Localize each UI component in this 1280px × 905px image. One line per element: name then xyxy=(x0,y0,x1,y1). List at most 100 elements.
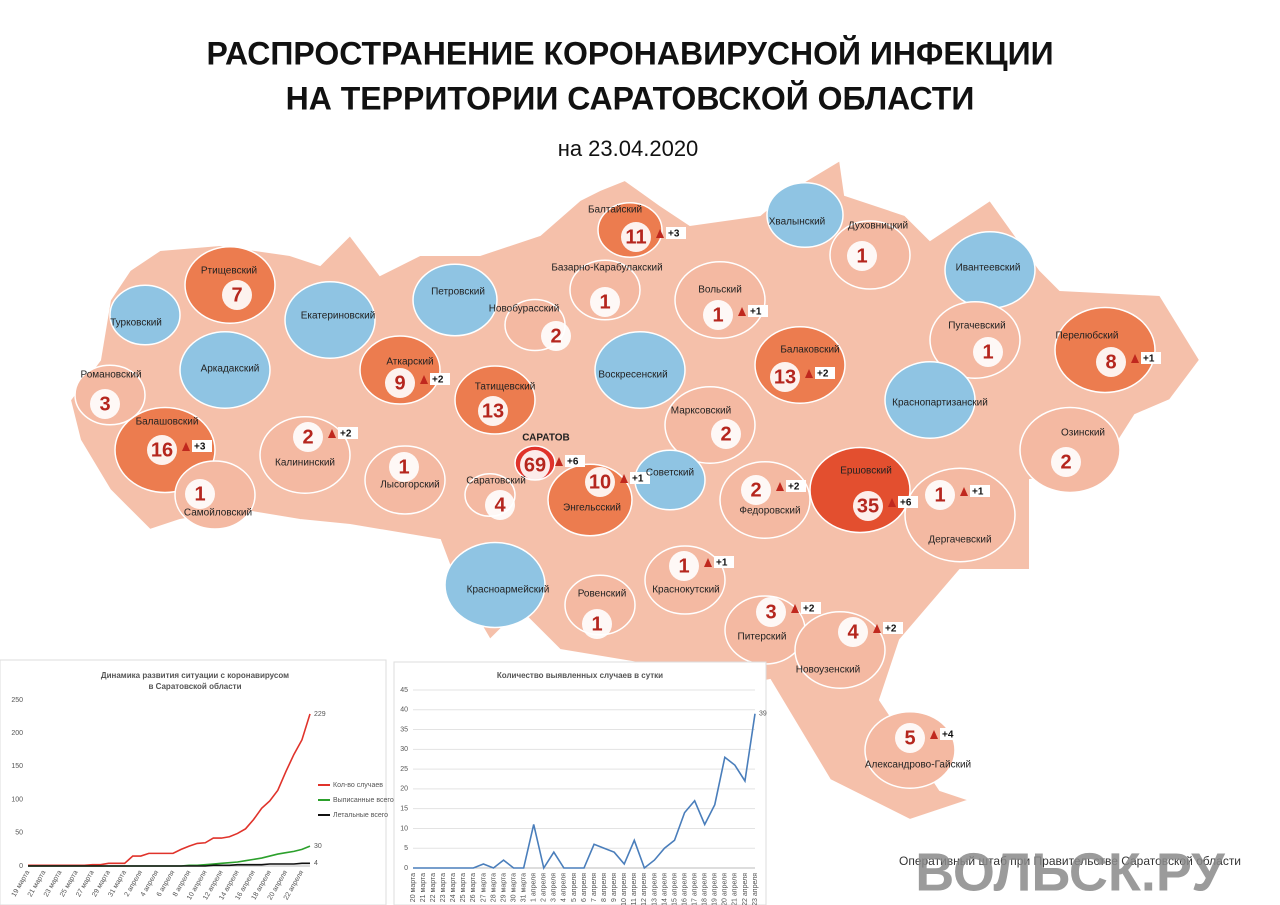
district-area xyxy=(259,416,351,494)
chart-title: Количество выявленных случаев в сутки xyxy=(497,671,663,680)
district-name: Екатериновский xyxy=(301,311,376,322)
district-area xyxy=(109,284,181,346)
delta-arrow xyxy=(888,498,896,507)
x-tick-label: 15 апреля xyxy=(671,873,678,905)
district-name: Перелюбский xyxy=(1055,330,1118,342)
district-name: Аркадакский xyxy=(201,364,260,375)
delta-arrow xyxy=(960,487,968,496)
district-name: Ртищевский xyxy=(201,266,257,277)
district-name: Хвалынский xyxy=(769,217,826,228)
x-tick-label: 23 апреля xyxy=(752,873,759,905)
case-count: 16 xyxy=(151,439,173,461)
end-label: 39 xyxy=(759,711,767,718)
delta-label: +2 xyxy=(817,369,829,380)
case-badge xyxy=(185,479,215,509)
district-name: Самойловский xyxy=(184,508,252,519)
title-line: РАСПРОСТРАНЕНИЕ КОРОНАВИРУСНОЙ ИНФЕКЦИИ xyxy=(206,35,1053,71)
y-tick-label: 150 xyxy=(11,763,23,770)
delta-label: +1 xyxy=(1143,354,1155,365)
district-name: Калининский xyxy=(275,458,335,469)
case-badge xyxy=(847,241,877,271)
case-badge xyxy=(582,609,612,639)
case-badge xyxy=(741,475,771,505)
case-badge xyxy=(1051,447,1081,477)
delta-box xyxy=(192,440,212,452)
delta-label: +1 xyxy=(972,487,984,498)
x-tick-label: 25 марта xyxy=(460,873,467,902)
y-tick-label: 40 xyxy=(400,707,408,714)
district-name: Петровский xyxy=(431,287,485,298)
delta-arrow xyxy=(182,442,190,451)
district-area xyxy=(174,460,256,530)
delta-box xyxy=(801,602,821,614)
x-tick-label: 24 марта xyxy=(450,873,457,902)
x-tick-label: 4 апреля xyxy=(561,873,568,902)
case-badge xyxy=(973,337,1003,367)
district-area xyxy=(809,446,911,534)
district-area xyxy=(179,331,271,409)
delta-arrow xyxy=(704,558,712,567)
case-count: 1 xyxy=(934,484,945,506)
case-badge xyxy=(147,435,177,465)
x-tick-label: 21 марта xyxy=(420,873,427,902)
legend-label: Выписанные всего xyxy=(333,797,394,804)
x-tick-label: 30 марта xyxy=(510,873,517,902)
y-tick-label: 35 xyxy=(400,726,408,733)
case-badge xyxy=(520,450,550,480)
case-count: 1 xyxy=(194,483,205,505)
case-badge xyxy=(895,723,925,753)
end-label: 229 xyxy=(314,711,326,718)
district-name: Советский xyxy=(646,468,694,479)
delta-box xyxy=(666,227,686,239)
case-count: 4 xyxy=(847,621,859,643)
case-count: 2 xyxy=(550,325,561,347)
case-badge xyxy=(585,467,615,497)
district-area xyxy=(444,541,546,629)
delta-arrow xyxy=(555,457,563,466)
y-tick-label: 30 xyxy=(400,746,408,753)
y-tick-label: 15 xyxy=(400,806,408,813)
district-area xyxy=(766,181,844,249)
x-tick-label: 6 апреля xyxy=(581,873,588,902)
district-name: Татищевский xyxy=(475,382,536,393)
y-tick-label: 100 xyxy=(11,796,23,803)
end-label: 30 xyxy=(314,843,322,850)
x-tick-label: 27 марта xyxy=(480,873,487,902)
x-tick-label: 21 апреля xyxy=(732,873,739,905)
case-count: 5 xyxy=(904,727,915,749)
case-count: 4 xyxy=(494,494,506,516)
delta-label: +2 xyxy=(803,604,815,615)
y-tick-label: 5 xyxy=(404,845,408,852)
delta-box xyxy=(338,427,358,439)
district-area xyxy=(794,611,886,689)
case-count: 8 xyxy=(1105,351,1116,373)
case-badge xyxy=(756,597,786,627)
x-tick-label: 11 апреля xyxy=(631,873,638,905)
district-name: Энгельсский xyxy=(563,503,621,514)
x-tick-label: 13 апреля xyxy=(651,873,658,905)
y-tick-label: 0 xyxy=(19,863,23,870)
delta-label: +2 xyxy=(788,482,800,493)
x-tick-label: 7 апреля xyxy=(591,873,598,902)
case-badge xyxy=(222,280,252,310)
district-name: Турковский xyxy=(110,318,162,329)
district-area xyxy=(754,326,846,404)
y-tick-label: 200 xyxy=(11,730,23,737)
delta-box xyxy=(940,728,960,740)
district-name: Марксовский xyxy=(671,406,731,417)
delta-label: +1 xyxy=(750,307,762,318)
chart-title: Динамика развития ситуации с коронавирус… xyxy=(101,671,289,680)
district-name: Духовницкий xyxy=(848,221,908,232)
x-tick-label: 26 марта xyxy=(470,873,477,902)
district-name: Александрово-Гайский xyxy=(865,760,971,771)
y-tick-label: 25 xyxy=(400,766,408,773)
case-count: 3 xyxy=(99,393,110,415)
delta-label: +3 xyxy=(194,442,206,453)
y-tick-label: 45 xyxy=(400,687,408,694)
district-area xyxy=(412,263,498,337)
delta-box xyxy=(748,305,768,317)
district-name: Балашовский xyxy=(136,417,199,428)
district-name: Краснокутский xyxy=(652,585,720,596)
delta-label: +2 xyxy=(432,375,444,386)
